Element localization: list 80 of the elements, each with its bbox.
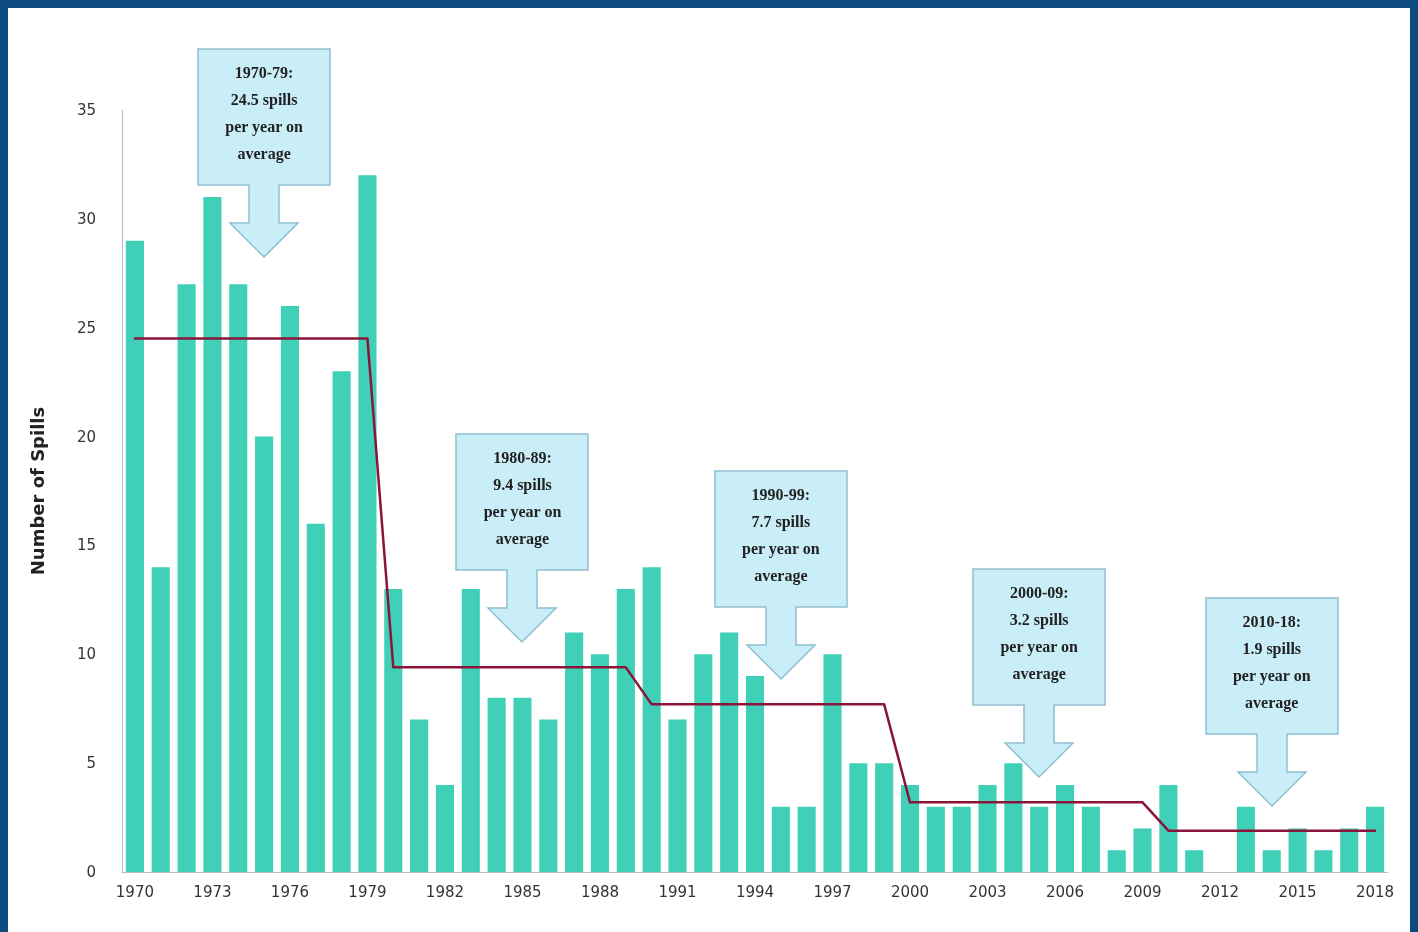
bar [823, 654, 842, 872]
bar [1262, 850, 1281, 872]
y-tick-label: 35 [76, 101, 96, 119]
bar [513, 697, 532, 872]
bar [1081, 806, 1100, 872]
y-axis-title: Number of Spills [26, 406, 48, 576]
x-tick-label: 2012 [1200, 882, 1240, 901]
y-tick-label: 20 [76, 427, 96, 446]
annotation: 2000-09: 3.2 spills per year on average [999, 583, 1079, 685]
x-tick-label: 1976 [270, 882, 310, 901]
bar [487, 697, 506, 872]
bar [1288, 828, 1307, 872]
x-tick-label: 1979 [348, 882, 387, 901]
bar [1340, 828, 1359, 872]
bar [745, 676, 765, 872]
bar [435, 784, 454, 872]
line-series [133, 337, 1377, 832]
bar [1056, 784, 1075, 872]
x-tick-label: 1991 [658, 882, 697, 901]
bar [384, 588, 403, 872]
y-tick-label: 0 [86, 863, 96, 881]
x-tick-label: 1988 [580, 882, 620, 901]
bar [1030, 806, 1049, 872]
x-tick-label: 1970 [115, 882, 155, 901]
bar [900, 784, 920, 872]
bar [590, 654, 610, 872]
bar [1159, 784, 1178, 872]
bar [1133, 828, 1152, 872]
bar [461, 588, 480, 872]
annotation: 1980-89: 9.4 spills per year on average [482, 448, 563, 550]
x-tick-label: 2009 [1123, 882, 1162, 901]
y-tick-label: 15 [76, 536, 96, 555]
bar [1314, 850, 1333, 872]
bar [229, 284, 248, 872]
bar [151, 567, 170, 872]
x-tick-label: 2015 [1278, 882, 1317, 901]
bar [797, 806, 816, 872]
bar [203, 197, 222, 872]
bar [1185, 850, 1204, 872]
bar [539, 719, 558, 872]
x-tick-label: 1985 [503, 882, 542, 901]
y-tick-label: 30 [76, 209, 96, 228]
y-tick-label: 5 [86, 754, 96, 773]
bar [952, 806, 971, 872]
bar [1366, 806, 1385, 872]
x-tick-label: 1973 [193, 882, 232, 901]
bar [720, 632, 739, 872]
x-tick-label: 1997 [813, 882, 852, 901]
bar [849, 763, 868, 872]
bar [875, 763, 894, 872]
bar [565, 632, 584, 872]
bar [1236, 806, 1255, 872]
annotation: 1990-99: 7.7 spills per year on average [741, 485, 821, 587]
bar [616, 588, 635, 872]
x-tick-label: 2006 [1045, 882, 1085, 901]
x-tick-label: 2018 [1355, 882, 1395, 901]
bar [306, 523, 325, 872]
bar [668, 719, 687, 872]
bar [926, 806, 945, 872]
bar [280, 305, 299, 872]
annotation: 2010-18: 1.9 spills per year on average [1231, 611, 1312, 714]
x-tick-label: 1994 [735, 882, 775, 901]
y-tick-label: 25 [76, 318, 96, 337]
x-tick-label: 2003 [968, 882, 1007, 901]
annotation: 1970-79: 24.5 spills per year on average [224, 63, 304, 165]
bar [410, 719, 429, 872]
bar [771, 806, 790, 872]
bar [255, 436, 274, 872]
bar [358, 175, 377, 872]
bar [332, 371, 351, 872]
bar [125, 240, 144, 872]
bar [177, 284, 196, 872]
bar [694, 654, 713, 872]
bar [978, 784, 997, 872]
bar [642, 567, 661, 872]
x-tick-label: 1982 [425, 882, 465, 901]
bar [1004, 763, 1023, 872]
bar [1107, 850, 1126, 872]
x-tick-label: 2000 [890, 882, 930, 901]
y-tick-label: 10 [76, 645, 96, 664]
